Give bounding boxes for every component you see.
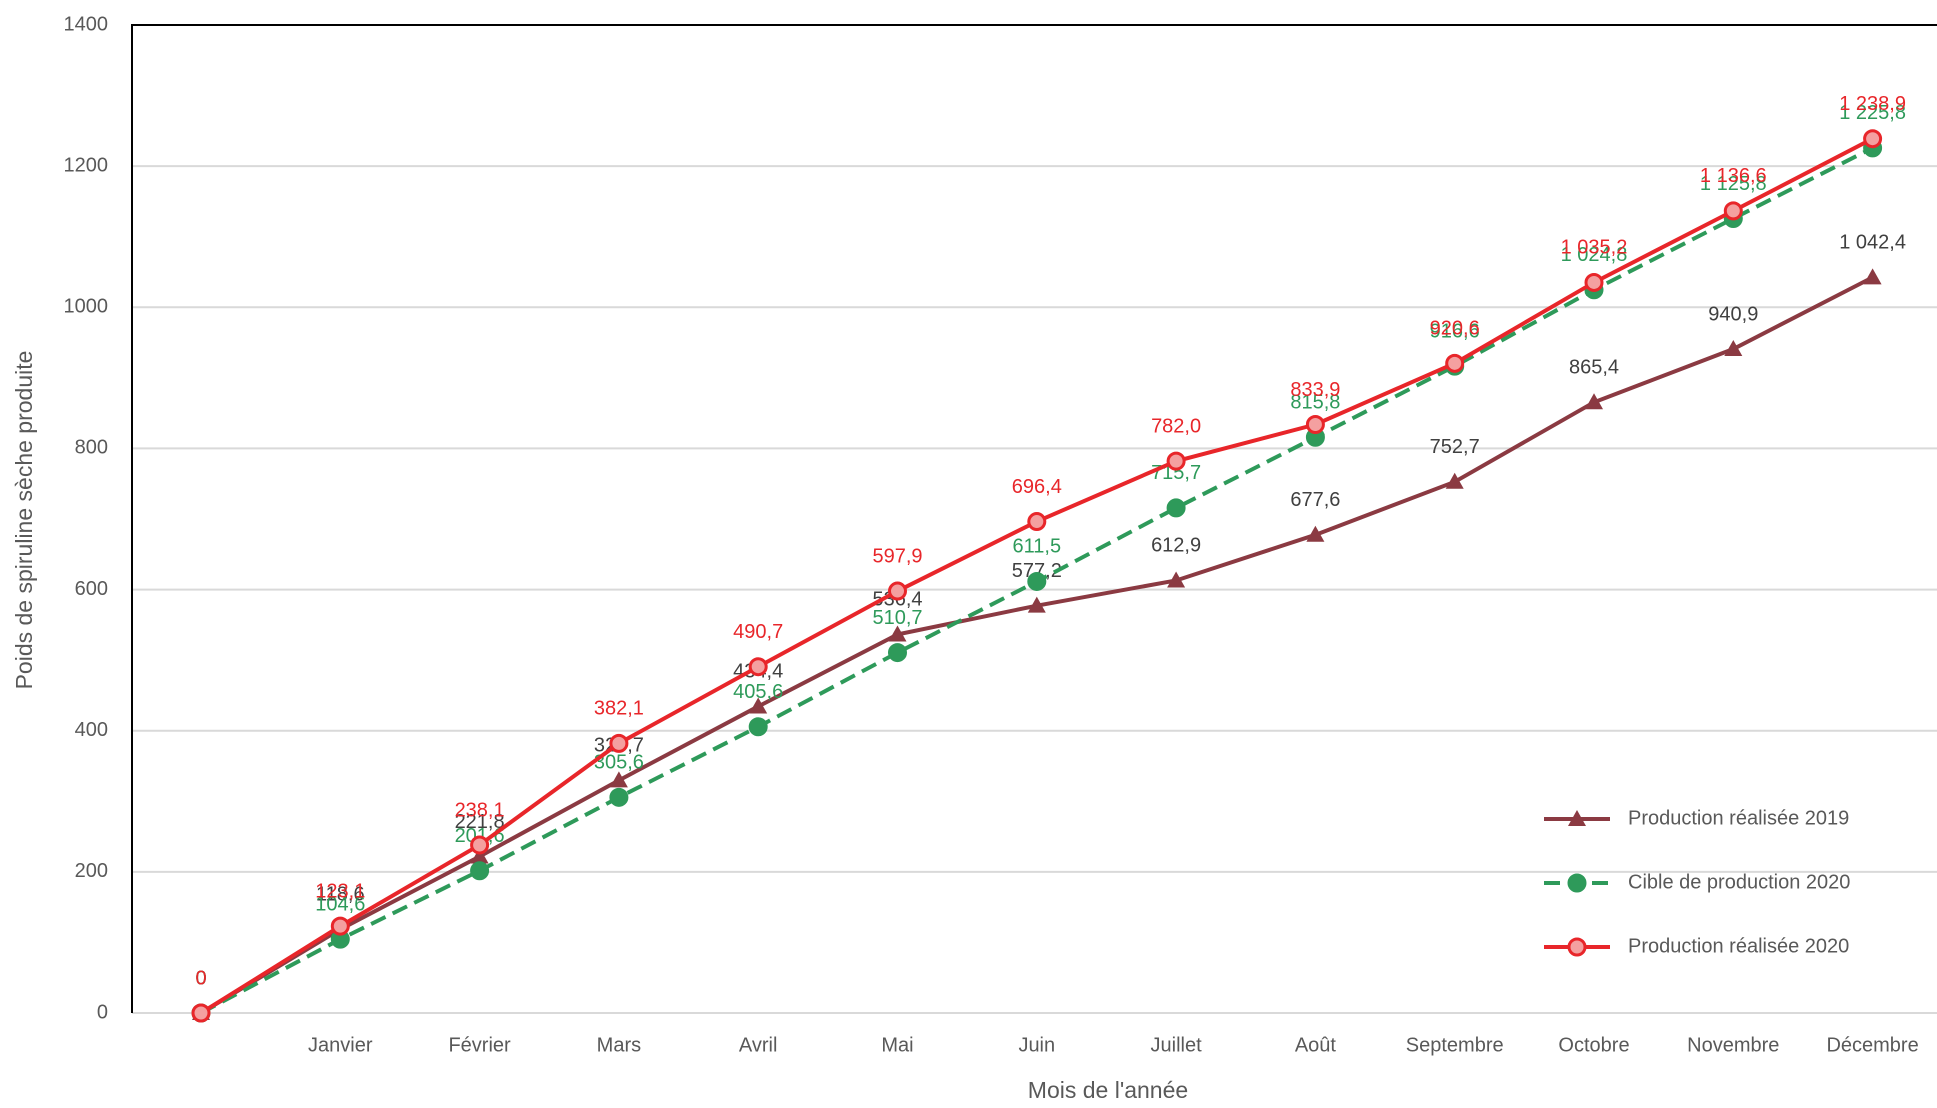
y-tick-label: 400 [75, 719, 108, 741]
data-point [609, 787, 629, 807]
value-label: 238,1 [455, 799, 505, 821]
data-point [1863, 129, 1883, 149]
data-point [888, 643, 907, 663]
data-point [748, 717, 768, 737]
data-point [1445, 472, 1464, 489]
x-tick-label: Mai [881, 1034, 913, 1056]
value-label: 510,7 [872, 607, 922, 629]
value-label: 815,8 [1290, 392, 1340, 414]
x-tick-label: Juin [1018, 1034, 1055, 1056]
data-point [470, 835, 490, 855]
data-point [470, 847, 489, 864]
data-point [1027, 571, 1047, 591]
data-point [1166, 451, 1186, 471]
value-label: 382,1 [594, 698, 644, 720]
x-tick-label: Août [1295, 1034, 1337, 1056]
x-tick-label: Mars [597, 1034, 641, 1056]
y-tick-label: 800 [75, 437, 108, 459]
legend-label: Production réalisée 2020 [1628, 935, 1849, 957]
data-point [1166, 498, 1186, 518]
y-tick-label: 1400 [64, 13, 109, 35]
value-label: 123,1 [315, 880, 365, 902]
data-point [1584, 272, 1604, 292]
y-tick-label: 1000 [64, 296, 109, 318]
value-label: 916,6 [1430, 320, 1480, 342]
x-tick-label: Juillet [1151, 1034, 1203, 1056]
y-tick-label: 600 [75, 578, 108, 600]
y-tick-label: 1200 [64, 154, 109, 176]
data-point [609, 771, 628, 788]
series-line [199, 275, 1874, 1015]
value-label: 0 [195, 967, 206, 989]
value-label: 920,6 [1430, 318, 1480, 340]
data-point [1305, 415, 1325, 435]
value-label: 305,6 [594, 752, 644, 774]
y-axis-label: Poids de spiruline sèche produite [11, 351, 37, 690]
value-label: 221,8 [455, 811, 505, 833]
value-label: 597,9 [872, 545, 922, 567]
value-label: 611,5 [1013, 536, 1062, 558]
value-label: 833,9 [1290, 379, 1340, 401]
data-point [1167, 571, 1186, 588]
x-tick-label: Novembre [1687, 1034, 1779, 1056]
plot-frame [131, 24, 1937, 1013]
x-axis-label: Mois de l'année [1028, 1077, 1188, 1103]
value-label: 696,4 [1012, 476, 1062, 498]
value-label: 865,4 [1569, 357, 1619, 379]
y-tick-label: 0 [97, 1001, 108, 1023]
x-tick-label: Avril [739, 1034, 778, 1056]
value-label: 1 125,8 [1700, 173, 1767, 195]
legend-marker [1568, 810, 1586, 826]
x-tick-label: Décembre [1826, 1034, 1918, 1056]
value-label: 104,6 [315, 893, 365, 915]
data-point [1723, 201, 1743, 221]
data-point [1724, 339, 1743, 356]
data-point [748, 657, 768, 677]
value-label: 1 225,8 [1839, 102, 1906, 124]
legend-marker [1567, 937, 1587, 957]
x-tick-label: Octobre [1558, 1034, 1629, 1056]
value-label: 0 [195, 967, 206, 989]
data-point [749, 697, 768, 714]
data-point [609, 733, 629, 753]
x-tick-label: Septembre [1406, 1034, 1504, 1056]
x-tick-label: Février [448, 1034, 511, 1056]
x-tick-label: Janvier [308, 1034, 373, 1056]
value-label: 118,6 [316, 884, 365, 906]
value-label: 577,2 [1012, 560, 1062, 582]
value-label: 1 238,9 [1839, 93, 1906, 115]
value-label: 1 035,2 [1561, 237, 1628, 259]
value-label: 612,9 [1151, 535, 1201, 557]
value-label: 1 136,6 [1700, 165, 1767, 187]
value-label: 1 024,8 [1561, 244, 1628, 266]
data-point [1306, 525, 1325, 542]
data-point [330, 916, 350, 936]
data-point [1027, 596, 1046, 613]
data-point [1027, 512, 1047, 532]
data-point [1585, 393, 1603, 410]
y-tick-label: 200 [75, 860, 108, 882]
value-label: 940,9 [1708, 303, 1758, 325]
data-point [888, 625, 907, 642]
value-label: 1 042,4 [1839, 232, 1906, 254]
value-label: 0 [195, 967, 206, 989]
data-point [470, 861, 490, 881]
value-label: 782,0 [1151, 415, 1201, 437]
value-label: 490,7 [733, 621, 783, 643]
data-point [1445, 353, 1465, 373]
legend-label: Production réalisée 2019 [1628, 807, 1849, 829]
data-point [1863, 268, 1882, 285]
legend-label: Cible de production 2020 [1628, 871, 1850, 893]
data-point [191, 1003, 211, 1023]
value-label: 752,7 [1430, 436, 1480, 458]
data-point [888, 581, 907, 601]
legend-marker [1567, 873, 1587, 893]
value-label: 405,6 [733, 681, 783, 703]
value-label: 677,6 [1290, 489, 1340, 511]
